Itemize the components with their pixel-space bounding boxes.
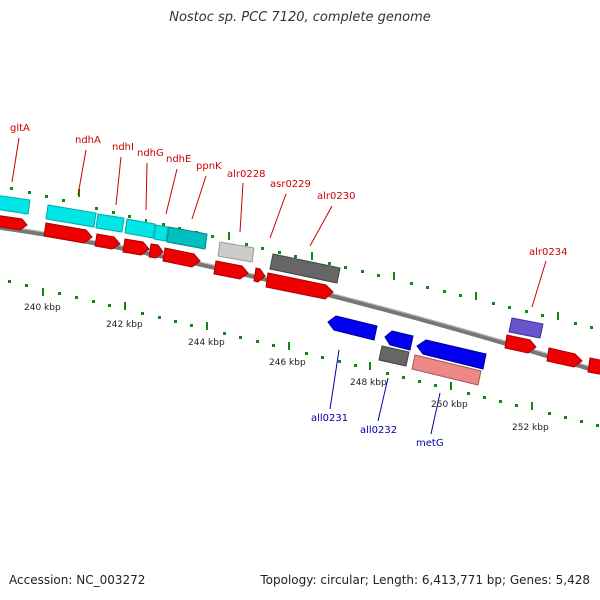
label-ndhA: ndhA xyxy=(75,135,101,146)
ndhA-feature[interactable] xyxy=(45,204,97,228)
alr0230-feature[interactable] xyxy=(269,253,341,284)
kbp-label-246: 246 kbp xyxy=(269,358,306,368)
forward-gene-labels: gltA ndhA ndhI ndhG ndhE ppnK alr0228 as… xyxy=(10,123,567,258)
metG-feature[interactable] xyxy=(411,354,482,386)
ndhE-feature[interactable] xyxy=(153,224,169,242)
genome-backbone xyxy=(0,224,600,375)
ndhE-arrow[interactable] xyxy=(148,243,164,259)
forward-dotted-track xyxy=(10,187,593,329)
kbp-label-244: 244 kbp xyxy=(188,338,225,348)
label-ppnK: ppnK xyxy=(196,161,222,172)
forward-feature-row-2 xyxy=(0,215,600,375)
accession-text: Accession: NC_003272 xyxy=(9,573,146,587)
reverse-gene-labels: all0231 all0232 metG xyxy=(311,413,444,449)
kbp-label-242: 242 kbp xyxy=(106,320,143,330)
label-ndhI: ndhI xyxy=(112,142,134,153)
label-gltA: gltA xyxy=(10,123,30,134)
alr0234-arrow[interactable] xyxy=(504,334,537,354)
label-metG: metG xyxy=(416,438,444,449)
kbp-label-252: 252 kbp xyxy=(512,423,549,433)
alr0230-arrow[interactable] xyxy=(265,272,334,300)
ndhI-feature[interactable] xyxy=(95,213,125,233)
next-gene-arrow-2[interactable] xyxy=(587,357,600,375)
asr0229-arrow[interactable] xyxy=(253,267,266,283)
genome-title: Nostoc sp. PCC 7120, complete genome xyxy=(169,10,431,25)
kbp-label-240: 240 kbp xyxy=(24,303,61,313)
next-gene-arrow-1[interactable] xyxy=(546,347,583,368)
kbp-label-248: 248 kbp xyxy=(350,378,387,388)
ppnK-arrow[interactable] xyxy=(162,247,201,268)
ndhG-feature[interactable] xyxy=(124,218,156,239)
ndhA-arrow[interactable] xyxy=(43,222,93,244)
ppnK-feature[interactable] xyxy=(166,226,208,250)
reverse-label-leaders xyxy=(329,349,441,435)
label-all0231: all0231 xyxy=(311,413,348,424)
alr0234-feature[interactable] xyxy=(508,317,544,339)
label-asr0229: asr0229 xyxy=(270,179,311,190)
reverse-dotted-track xyxy=(8,280,599,427)
label-alr0228: alr0228 xyxy=(227,169,265,180)
metG-reverse-feature[interactable] xyxy=(416,339,487,370)
label-alr0234: alr0234 xyxy=(529,247,567,258)
gltA-feature[interactable] xyxy=(0,195,31,215)
all0232-feature[interactable] xyxy=(384,330,414,351)
kbp-label-250: 250 kbp xyxy=(431,400,468,410)
kbp-labels: 240 kbp 242 kbp 244 kbp 246 kbp 248 kbp … xyxy=(24,303,549,433)
ndhG-arrow[interactable] xyxy=(122,238,150,256)
gltA-arrow[interactable] xyxy=(0,215,28,231)
label-all0232: all0232 xyxy=(360,425,397,436)
forward-feature-row-1 xyxy=(0,195,544,339)
alr0228-arrow[interactable] xyxy=(213,260,249,280)
all0231-feature[interactable] xyxy=(327,315,378,341)
alr0228-feature[interactable] xyxy=(217,241,255,263)
label-ndhE: ndhE xyxy=(166,154,191,165)
label-ndhG: ndhG xyxy=(137,148,164,159)
reverse-feature-row xyxy=(327,315,487,386)
forward-label-leaders xyxy=(11,137,547,308)
genome-summary-text: Topology: circular; Length: 6,413,771 bp… xyxy=(260,573,590,587)
label-alr0230: alr0230 xyxy=(317,191,355,202)
ndhI-arrow[interactable] xyxy=(94,233,121,250)
all0232-grey-feature[interactable] xyxy=(378,345,410,367)
